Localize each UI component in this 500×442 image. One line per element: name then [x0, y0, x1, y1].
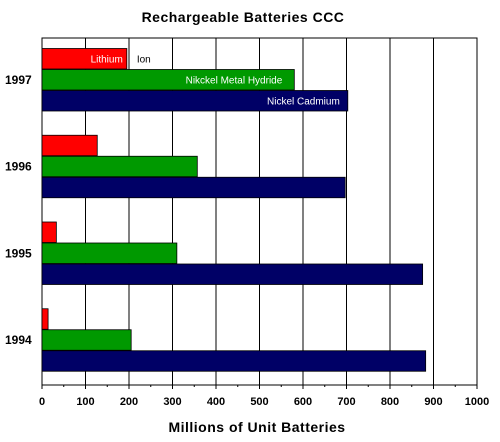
x-tick-label: 900	[424, 396, 442, 408]
bar-nickel-metal-hydride-1995	[41, 242, 178, 264]
bar-nickel-metal-hydride-1996	[41, 155, 198, 178]
x-tick-label: 100	[76, 396, 94, 408]
bars: Lithium Ion Nikckel Metal Hydride Nickel Ca…	[41, 48, 427, 372]
bar-lithium-ion-1995	[41, 221, 57, 243]
category-label: 1994	[5, 333, 32, 347]
series-label-ion: Ion	[137, 54, 151, 65]
chart-title: Rechargeable Batteries CCC	[142, 9, 345, 25]
x-tick-label: 500	[250, 396, 268, 408]
x-tick-label: 1000	[465, 396, 489, 408]
x-tick-label: 0	[39, 396, 45, 408]
bar-nickel-cadmium-1995	[41, 263, 424, 285]
series-label-lithium: Lithium	[91, 54, 123, 65]
category-label: 1995	[5, 246, 32, 260]
x-tick-label: 700	[337, 396, 355, 408]
x-axis-title: Millions of Unit Batteries	[168, 419, 345, 435]
bar-nickel-metal-hydride-1997	[41, 69, 295, 91]
category-label: 1997	[5, 73, 32, 87]
bar-nickel-cadmium-1997	[41, 90, 349, 112]
y-axis-categories: 1997 1996 1995 1994	[5, 73, 32, 347]
x-axis-ticks: 0 100 200 300 400 500 600 700 800 900 1000	[39, 385, 489, 408]
x-tick-label: 400	[207, 396, 225, 408]
bar-lithium-ion-1997	[41, 48, 128, 70]
bar-lithium-ion-1996	[41, 134, 98, 157]
bar-nickel-cadmium-1996	[41, 176, 346, 199]
x-tick-label: 800	[381, 396, 399, 408]
bar-lithium-ion-1994	[41, 308, 49, 330]
x-tick-label: 300	[163, 396, 181, 408]
category-label: 1996	[5, 160, 32, 174]
series-label-nickel-cadmium: Nickel Cadmium	[267, 96, 340, 107]
x-tick-label: 600	[294, 396, 312, 408]
x-tick-label: 200	[120, 396, 138, 408]
series-label-nickel-metal-hydride: Nikckel Metal Hydride	[186, 75, 283, 86]
bar-nickel-cadmium-1994	[41, 350, 427, 372]
bar-nickel-metal-hydride-1994	[41, 329, 132, 351]
